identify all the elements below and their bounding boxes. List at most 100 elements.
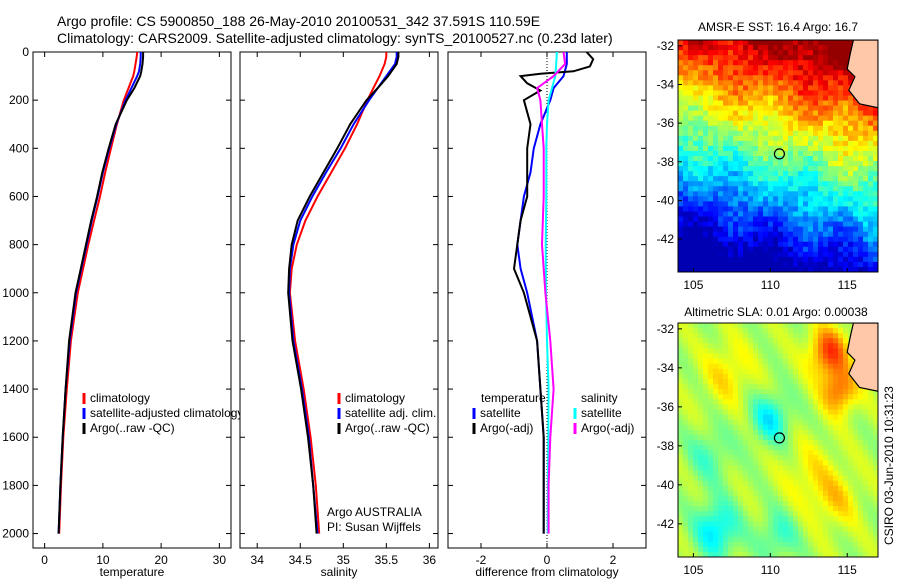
sst-map-cell: [698, 130, 704, 137]
sla-map-cell: [823, 414, 829, 421]
sla-map-cell: [818, 455, 824, 461]
sla-map-cell: [688, 328, 694, 334]
sla-map-cell: [843, 323, 849, 329]
sla-map-cell: [693, 419, 699, 426]
sla-map-cell: [738, 480, 744, 487]
sst-map-cell: [718, 150, 724, 157]
sst-map-cell: [683, 80, 689, 86]
sst-map-cell: [738, 140, 744, 147]
sla-map-cell: [718, 348, 724, 355]
sst-map-cell: [813, 171, 819, 177]
sla-map-cell: [813, 546, 819, 553]
sla-map-cell: [793, 546, 799, 553]
sst-map-cell: [753, 115, 759, 122]
sla-map-cell: [733, 465, 739, 472]
sla-map-cell: [848, 511, 854, 517]
sst-map-cell: [853, 231, 859, 238]
sst-map-cell: [743, 211, 749, 218]
sst-map-cell: [713, 191, 719, 197]
sla-map-cell: [823, 323, 829, 329]
sla-map-cell: [753, 485, 759, 492]
sst-map-cell: [803, 196, 809, 202]
sla-map-cell: [768, 429, 774, 436]
sst-map-cell: [743, 261, 749, 268]
sst-map-cell: [773, 206, 779, 213]
sla-map-cell: [788, 465, 794, 472]
sst-map-cell: [793, 201, 799, 208]
sla-map-cell: [708, 373, 714, 380]
sla-map-cell: [808, 358, 814, 365]
sst-map-cell: [728, 125, 734, 132]
sst-map-cell: [773, 110, 779, 117]
sla-map-cell: [803, 551, 809, 557]
sla-map-cell: [688, 424, 694, 431]
sla-map-cell: [753, 368, 759, 375]
sla-map-cell: [788, 353, 794, 360]
sst-map-cell: [773, 161, 779, 167]
sla-map-cell: [863, 541, 869, 548]
sla-map-cell: [863, 536, 869, 543]
sla-map-cell: [873, 521, 878, 528]
sst-map-cell: [763, 246, 769, 253]
salinity-profile-panel: 34 34.5 35 35.5 36salinityclimatologysatelli…: [239, 51, 439, 579]
sla-map-cell: [678, 394, 684, 400]
sst-map-cell: [698, 251, 704, 258]
y-tick-label: 200: [9, 93, 29, 107]
sla-map-cell: [863, 526, 869, 533]
sla-map-cell: [723, 353, 729, 360]
sla-map-cell: [868, 541, 874, 548]
sla-map-cell: [783, 465, 789, 472]
sst-map-cell: [758, 135, 764, 142]
sst-map-cell: [778, 85, 784, 92]
sla-map-cell: [678, 363, 684, 370]
sst-map-cell: [833, 90, 839, 97]
sla-map-cell: [828, 506, 834, 512]
sla-map-cell: [713, 323, 719, 329]
sla-map-cell: [693, 470, 699, 477]
sla-map-cell: [788, 501, 794, 507]
sst-map-cell: [833, 241, 839, 248]
sla-map-cell: [728, 506, 734, 512]
sla-map-cell: [768, 495, 774, 502]
sst-map-cell: [813, 70, 819, 76]
sst-map-cell: [708, 145, 714, 152]
sst-map-cell: [698, 196, 704, 202]
sst-map-cell: [778, 95, 784, 102]
sst-map-cell: [858, 256, 864, 263]
x-tick-label: 35.5: [375, 553, 399, 567]
sst-map-cell: [858, 120, 864, 127]
sst-map-cell: [803, 266, 809, 272]
sst-map-cell: [738, 125, 744, 132]
sla-map-cell: [683, 434, 689, 441]
sst-map-cell: [733, 156, 739, 162]
sst-map-cell: [678, 161, 684, 167]
sla-map-cell: [708, 399, 714, 405]
sst-map-cell: [873, 115, 878, 122]
sla-map-cell: [813, 414, 819, 421]
sla-map-cell: [833, 343, 839, 350]
sst-map-cell: [783, 236, 789, 243]
sla-map-cell: [748, 546, 754, 553]
sst-map-cell: [743, 171, 749, 177]
sst-map-cell: [718, 251, 724, 258]
sst-map-cell: [713, 65, 719, 71]
sst-map-cell: [743, 206, 749, 213]
sst-map-cell: [803, 65, 809, 71]
y-tick-label: 1800: [2, 478, 29, 492]
sst-map-cell: [858, 181, 864, 187]
sla-map-cell: [708, 338, 714, 344]
sst-map-cell: [738, 196, 744, 202]
sla-map-cell: [798, 399, 804, 405]
sla-map-cell: [753, 333, 759, 339]
sst-map-cell: [688, 236, 694, 243]
sst-map-cell: [738, 256, 744, 263]
sst-map-cell: [788, 75, 794, 81]
sla-map-cell: [738, 358, 744, 365]
salinity-legend-entry-label: Argo(..raw -QC): [345, 421, 430, 435]
sla-map-cell: [698, 501, 704, 507]
sst-map-cell: [868, 201, 874, 208]
sst-map-cell: [813, 40, 819, 46]
sst-map-cell: [873, 150, 878, 157]
sst-map-cell: [758, 90, 764, 97]
sst-map-cell: [823, 75, 829, 81]
